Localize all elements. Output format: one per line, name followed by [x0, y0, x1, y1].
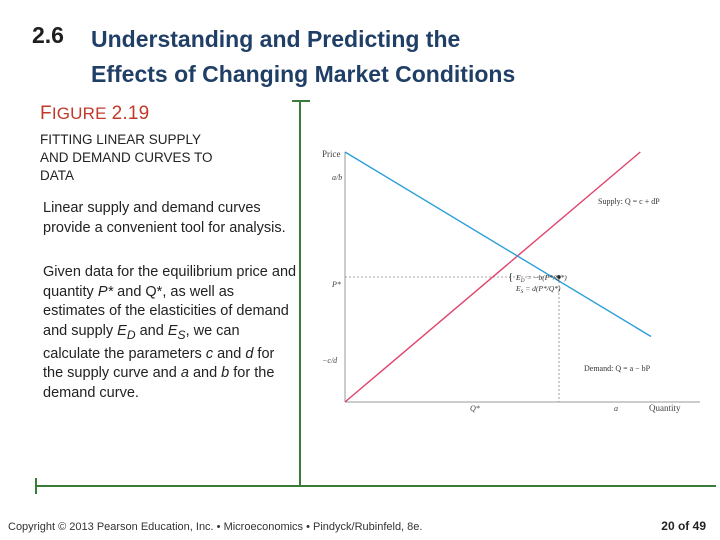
- slide-title-line2: Effects of Changing Market Conditions: [91, 61, 516, 87]
- para2-d-var: d: [245, 345, 254, 362]
- figure-caption-line2: AND DEMAND CURVES TO: [40, 150, 213, 165]
- figure-label-word: IGURE: [51, 104, 107, 123]
- para2-b-var: b: [221, 365, 230, 382]
- x-axis-label: Quantity: [649, 403, 681, 413]
- para2-text-g: and: [188, 365, 222, 382]
- para2-text-c: and: [135, 322, 168, 339]
- para2-ed-sub: D: [126, 327, 136, 342]
- para2-text-e: and: [213, 345, 246, 362]
- body-paragraph-1: Linear supply and demand curves provide …: [43, 200, 286, 236]
- supply-curve: [344, 151, 641, 403]
- y-axis-label: Price: [322, 149, 341, 159]
- para2-text-a: Given data for the equilibrium price and…: [43, 264, 297, 300]
- y-tick-neg-c-over-d: −c/d: [322, 356, 338, 365]
- body-paragraph-2: Given data for the equilibrium price and…: [43, 263, 298, 403]
- para2-es: E: [167, 322, 178, 339]
- para2-text-d: , we can calculate the parameters: [43, 322, 240, 362]
- annotation-es: ES = d(P*/Q*): [515, 284, 561, 295]
- demand-curve: [344, 151, 652, 338]
- annotation-brace: {: [508, 271, 513, 283]
- para2-a-var: a: [180, 365, 189, 382]
- slide-title-line1: Understanding and Predicting the: [91, 26, 461, 52]
- section-number: 2.6: [32, 22, 64, 48]
- para2-text-h: for the demand curve.: [43, 365, 275, 401]
- y-tick-a-over-b: a/b: [332, 173, 342, 182]
- supply-curve-label: Supply: Q = c + dP: [598, 197, 660, 206]
- para2-c-var: c: [205, 345, 214, 362]
- annotation-ed: ED = −b(P*/Q*): [515, 273, 567, 284]
- figure-caption: FITTING LINEAR SUPPLY AND DEMAND CURVES …: [40, 131, 290, 185]
- para2-es-sub: S: [177, 327, 186, 342]
- para2-pstar: P*: [97, 283, 114, 300]
- y-tick-pstar: P*: [331, 280, 341, 289]
- page-number: 20 of 49: [661, 519, 706, 533]
- x-tick-a: a: [614, 404, 618, 413]
- demand-curve-label: Demand: Q = a − bP: [584, 364, 651, 373]
- figure-caption-line1: FITTING LINEAR SUPPLY: [40, 132, 202, 147]
- supply-demand-diagram: Price Quantity a/b P* −c/d Q* a Supply: …: [322, 149, 700, 413]
- figure-label: FIGURE 2.19: [40, 103, 149, 125]
- figure-caption-line3: DATA: [40, 168, 75, 183]
- figure-label-initial: F: [40, 103, 52, 124]
- slide-title: Understanding and Predicting the Effects…: [91, 22, 515, 92]
- figure-label-number: 2.19: [111, 103, 150, 124]
- para2-text-f: for the supply curve and: [43, 345, 275, 382]
- para2-ed: E: [117, 322, 127, 339]
- equilibrium-point: [557, 275, 561, 279]
- footer-copyright: Copyright © 2013 Pearson Education, Inc.…: [8, 521, 423, 533]
- x-tick-qstar: Q*: [470, 404, 480, 413]
- para2-text-b: and Q*, as well as estimates of the elas…: [43, 283, 289, 339]
